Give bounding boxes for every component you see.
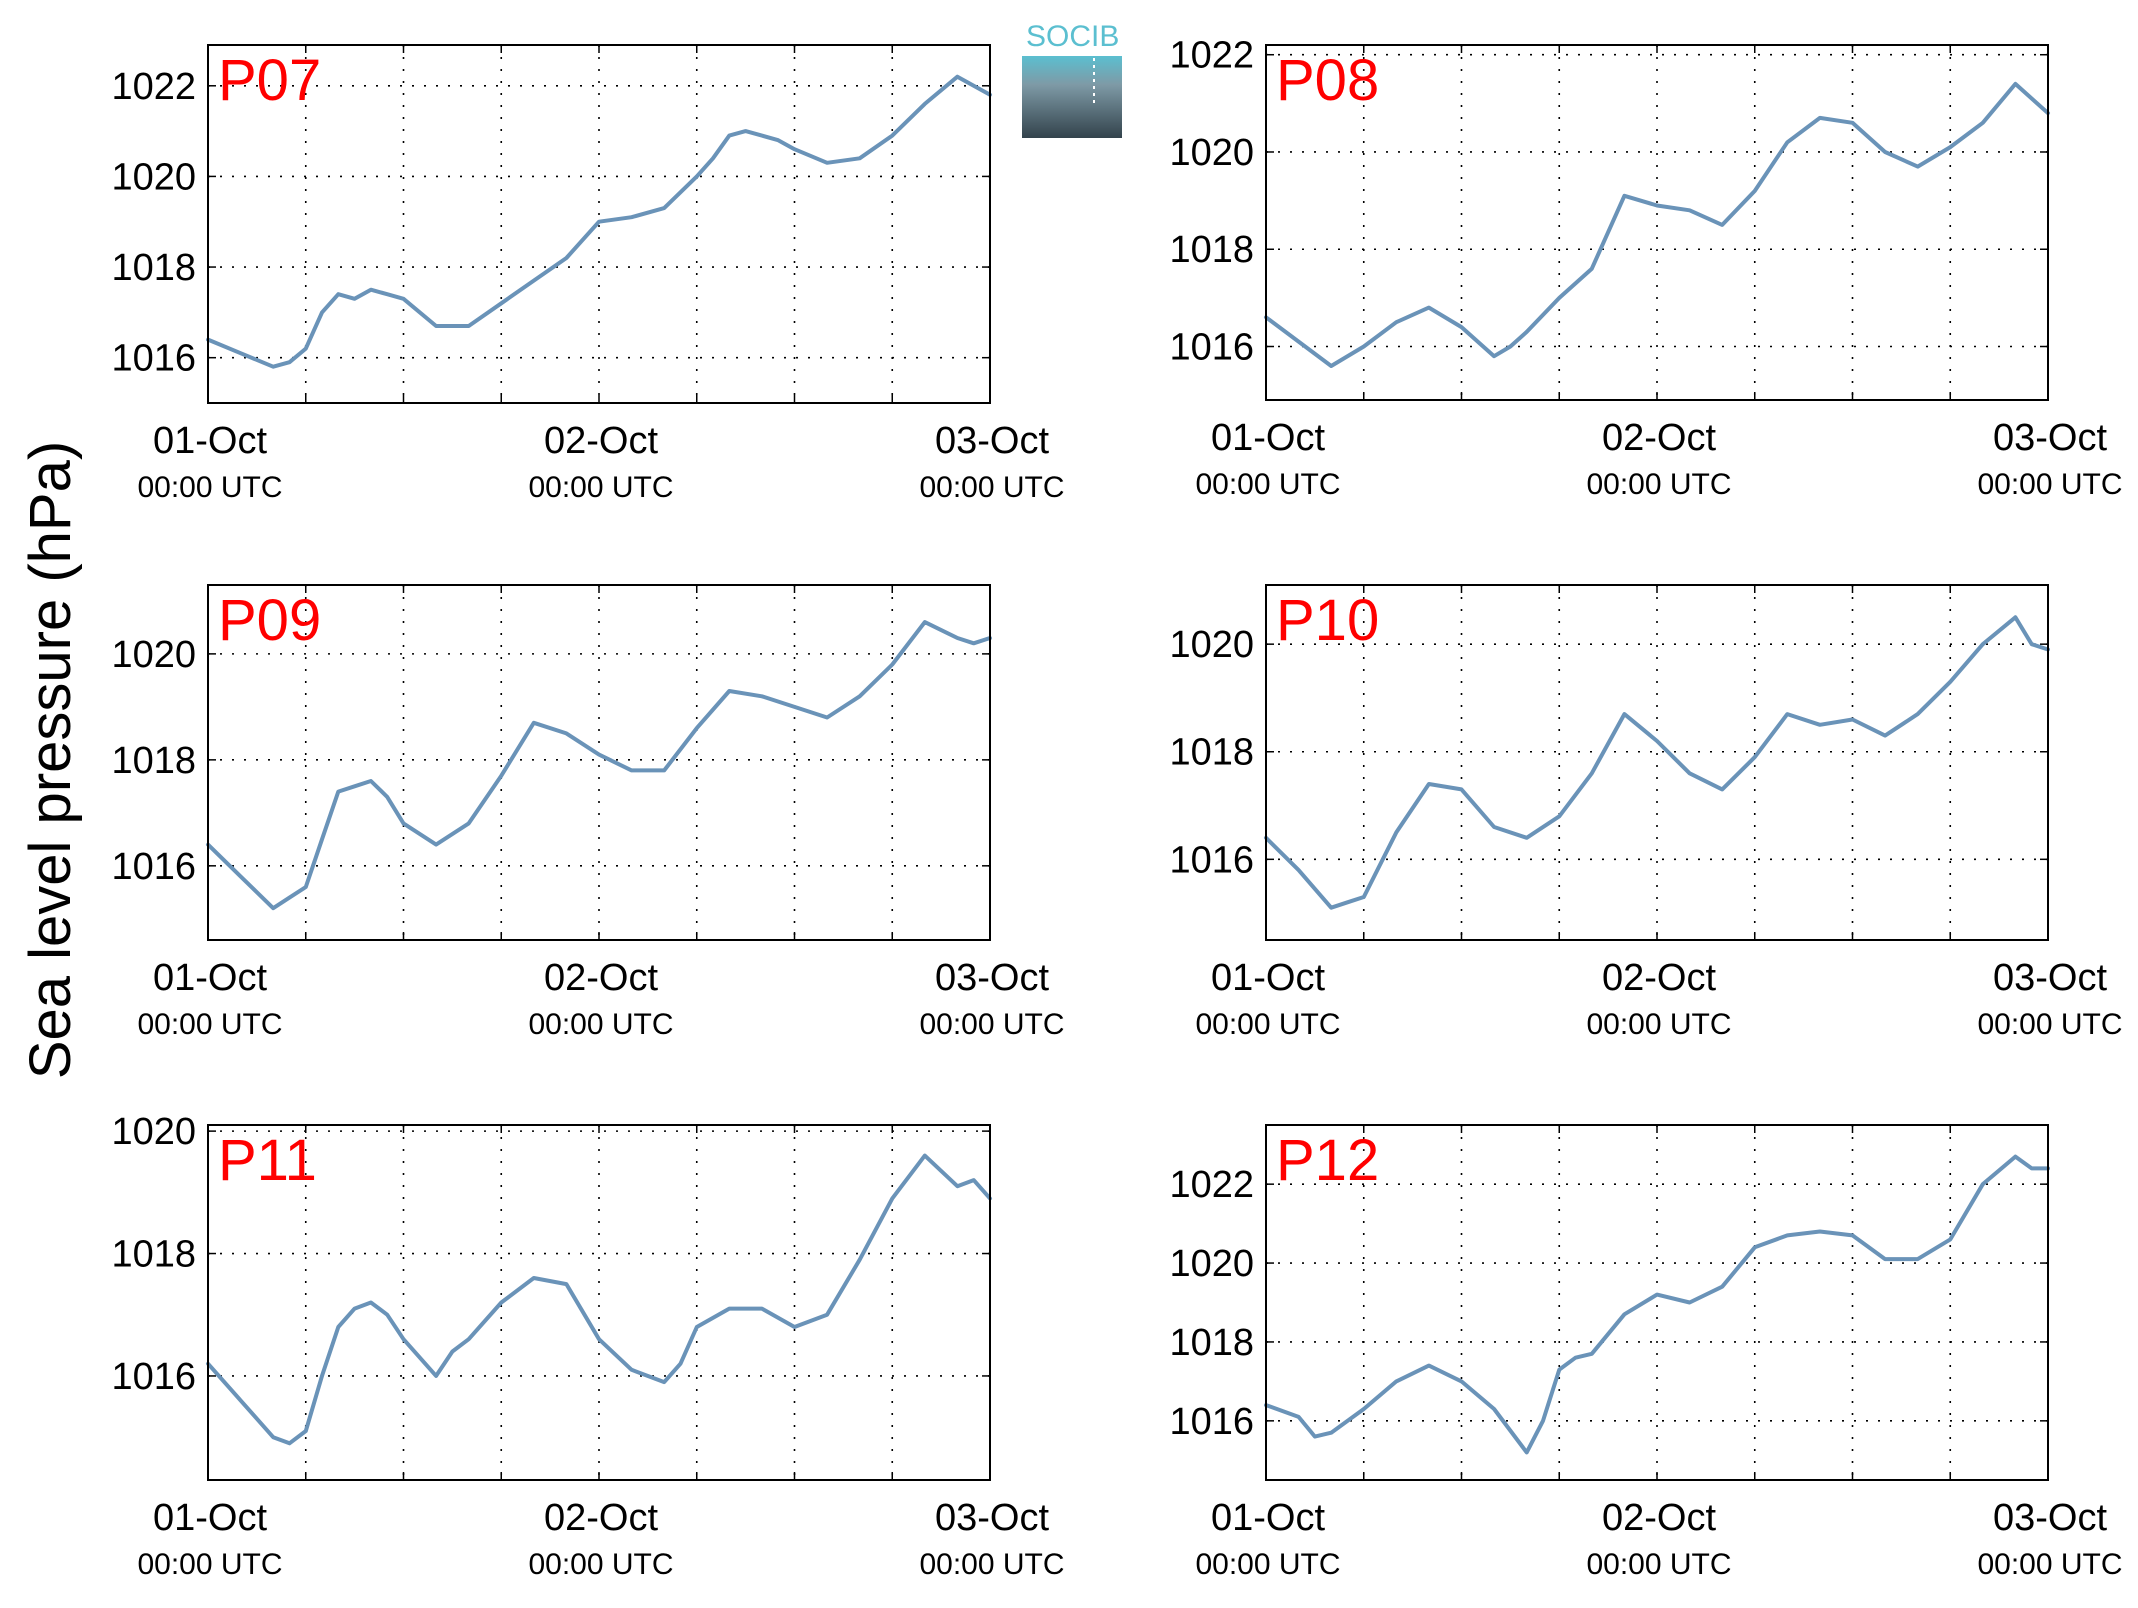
y-tick-label: 1016 bbox=[1169, 1401, 1254, 1443]
plot-area bbox=[1266, 585, 2048, 940]
plot-frame bbox=[207, 44, 991, 404]
x-tick-date-label: 03-Oct bbox=[1993, 417, 2107, 459]
y-tick-label: 1020 bbox=[1169, 132, 1254, 174]
plot-area bbox=[1266, 1125, 2048, 1480]
x-tick-time-label: 00:00 UTC bbox=[1195, 1548, 1340, 1581]
y-tick-label: 1022 bbox=[1169, 1164, 1254, 1206]
x-tick-time-label: 00:00 UTC bbox=[1195, 1008, 1340, 1041]
y-tick-label: 1020 bbox=[111, 634, 196, 676]
x-tick-time-label: 00:00 UTC bbox=[919, 1008, 1064, 1041]
x-tick-date-label: 02-Oct bbox=[544, 420, 658, 462]
x-tick-time-label: 00:00 UTC bbox=[528, 1008, 673, 1041]
panel-p07: 1016 1018 1020 1022 01-Oct 00:00 UTC 02-Oct 00:… bbox=[111, 44, 1065, 504]
socib-logo-block bbox=[1022, 56, 1122, 138]
x-tick-time-label: 00:00 UTC bbox=[137, 471, 282, 504]
x-tick-date-label: 01-Oct bbox=[1211, 1497, 1325, 1539]
y-tick-label: 1016 bbox=[111, 846, 196, 888]
panel-title: P11 bbox=[218, 1128, 317, 1193]
x-tick-date-label: 03-Oct bbox=[935, 957, 1049, 999]
socib-logo: SOCIB bbox=[1022, 20, 1122, 138]
y-tick-label: 1018 bbox=[1169, 732, 1254, 774]
plot-frame bbox=[1265, 44, 2049, 401]
x-tick-date-label: 03-Oct bbox=[935, 1497, 1049, 1539]
x-tick-time-label: 00:00 UTC bbox=[1977, 1548, 2122, 1581]
series-line bbox=[1264, 1154, 2050, 1455]
x-tick-time-label: 00:00 UTC bbox=[1586, 1008, 1731, 1041]
y-tick-label: 1016 bbox=[111, 338, 196, 380]
y-tick-label: 1022 bbox=[111, 66, 196, 108]
panel-title: P07 bbox=[218, 48, 321, 113]
series-line bbox=[206, 1153, 992, 1446]
x-tick-time-label: 00:00 UTC bbox=[1586, 468, 1731, 501]
y-tick-label: 1018 bbox=[111, 1234, 196, 1276]
panel-title: P12 bbox=[1276, 1128, 1379, 1193]
plot-area bbox=[1266, 45, 2048, 400]
panel-p09: 1016 1018 1020 01-Oct 00:00 UTC 02-Oct 00:00 U… bbox=[111, 584, 1065, 1041]
panel-title: P10 bbox=[1276, 588, 1379, 653]
x-tick-time-label: 00:00 UTC bbox=[137, 1008, 282, 1041]
y-tick-label: 1018 bbox=[1169, 1322, 1254, 1364]
x-tick-time-label: 00:00 UTC bbox=[1586, 1548, 1731, 1581]
x-tick-date-label: 01-Oct bbox=[1211, 957, 1325, 999]
x-tick-date-label: 02-Oct bbox=[1602, 1497, 1716, 1539]
x-tick-time-label: 00:00 UTC bbox=[1977, 468, 2122, 501]
y-tick-label: 1018 bbox=[111, 247, 196, 289]
plot-area bbox=[208, 585, 990, 940]
x-tick-date-label: 02-Oct bbox=[544, 957, 658, 999]
y-tick-label: 1018 bbox=[111, 740, 196, 782]
x-tick-date-label: 02-Oct bbox=[1602, 957, 1716, 999]
y-tick-label: 1020 bbox=[111, 1111, 196, 1153]
x-tick-time-label: 00:00 UTC bbox=[919, 471, 1064, 504]
x-tick-date-label: 01-Oct bbox=[153, 957, 267, 999]
plot-frame bbox=[207, 1124, 991, 1481]
y-tick-label: 1016 bbox=[1169, 327, 1254, 369]
panel-p12: 1016 1018 1020 1022 01-Oct 00:00 UTC 02-Oct 00:… bbox=[1169, 1124, 2123, 1581]
x-tick-date-label: 02-Oct bbox=[544, 1497, 658, 1539]
x-tick-time-label: 00:00 UTC bbox=[1195, 468, 1340, 501]
x-tick-date-label: 03-Oct bbox=[1993, 1497, 2107, 1539]
x-tick-date-label: 01-Oct bbox=[153, 1497, 267, 1539]
x-tick-time-label: 00:00 UTC bbox=[528, 1548, 673, 1581]
plot-area bbox=[208, 1125, 990, 1480]
y-tick-label: 1018 bbox=[1169, 229, 1254, 271]
panel-p10: 1016 1018 1020 01-Oct 00:00 UTC 02-Oct 00:00 U… bbox=[1169, 584, 2123, 1041]
x-tick-time-label: 00:00 UTC bbox=[137, 1548, 282, 1581]
x-tick-date-label: 01-Oct bbox=[1211, 417, 1325, 459]
x-tick-date-label: 03-Oct bbox=[1993, 957, 2107, 999]
x-tick-time-label: 00:00 UTC bbox=[528, 471, 673, 504]
panel-p08: 1016 1018 1020 1022 01-Oct 00:00 UTC 02-Oct 00:… bbox=[1169, 35, 2122, 501]
socib-logo-text: SOCIB bbox=[1026, 20, 1119, 53]
x-tick-time-label: 00:00 UTC bbox=[1977, 1008, 2122, 1041]
global-ylabel: Sea level pressure (hPa) bbox=[18, 441, 83, 1079]
series-line bbox=[1264, 615, 2050, 910]
y-tick-label: 1020 bbox=[1169, 1243, 1254, 1285]
plot-frame bbox=[1265, 584, 2049, 941]
y-tick-label: 1016 bbox=[111, 1356, 196, 1398]
panel-title: P08 bbox=[1276, 48, 1379, 113]
series-line bbox=[206, 620, 992, 911]
series-line bbox=[1264, 81, 2050, 368]
x-tick-time-label: 00:00 UTC bbox=[919, 1548, 1064, 1581]
y-tick-label: 1022 bbox=[1169, 35, 1254, 77]
panel-p11: 1016 1018 1020 01-Oct 00:00 UTC 02-Oct 00:00 U… bbox=[111, 1111, 1064, 1581]
y-tick-label: 1020 bbox=[1169, 624, 1254, 666]
x-tick-date-label: 03-Oct bbox=[935, 420, 1049, 462]
series-line bbox=[206, 74, 992, 369]
plot-frame bbox=[207, 584, 991, 941]
x-tick-date-label: 02-Oct bbox=[1602, 417, 1716, 459]
y-tick-label: 1020 bbox=[111, 156, 196, 198]
x-tick-date-label: 01-Oct bbox=[153, 420, 267, 462]
y-tick-label: 1016 bbox=[1169, 839, 1254, 881]
panel-title: P09 bbox=[218, 588, 321, 653]
plot-frame bbox=[1265, 1124, 2049, 1481]
